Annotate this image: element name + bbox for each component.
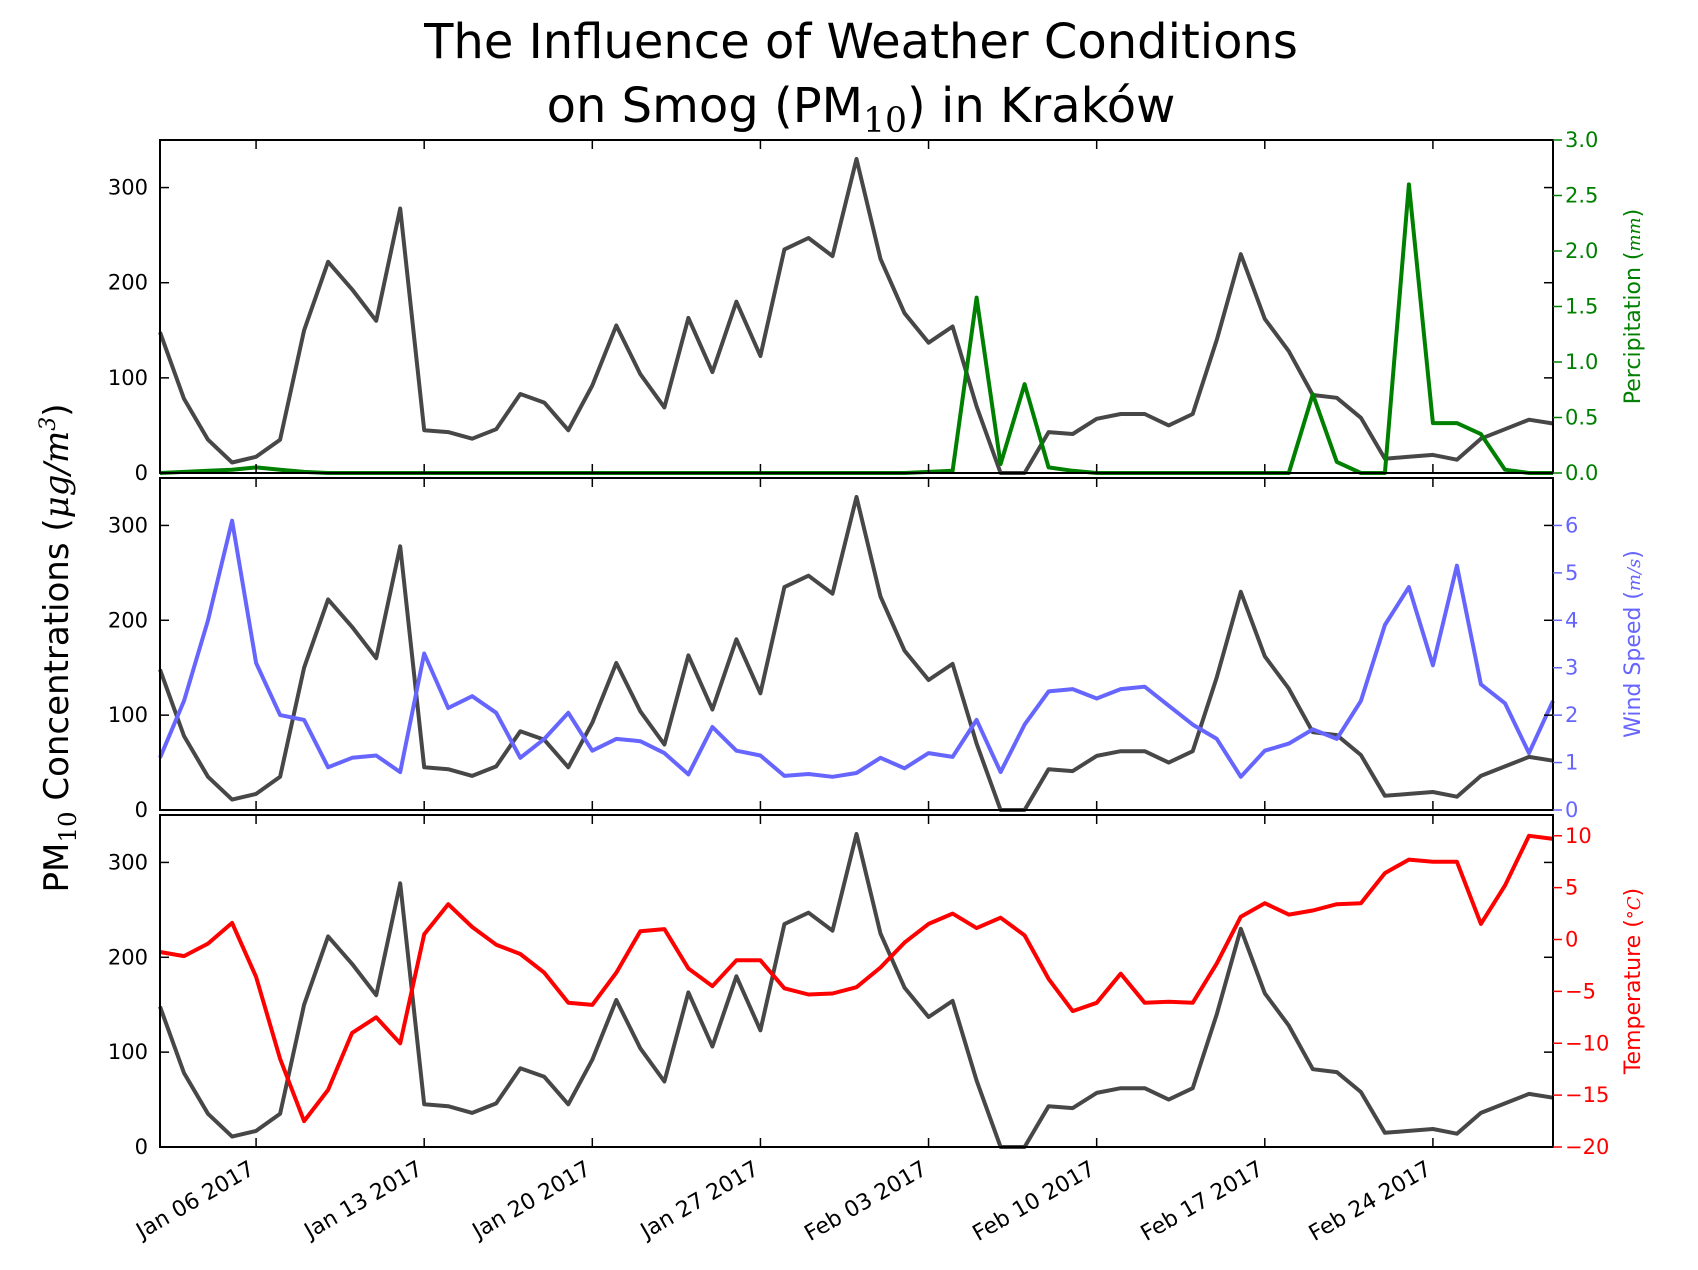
chart-title-line2-post: ) in Kraków [907, 78, 1175, 134]
temperature-axis-label: Temperature (°C) [1621, 888, 1646, 1075]
y-axis-label: PM10 Concentrations (μg/m3) [36, 404, 82, 893]
temperature-series-line [159, 833, 1554, 1124]
temperature-tick-label: −5 [1565, 979, 1596, 1003]
wind-panel-frame [159, 477, 1554, 811]
wind-tick-label: 6 [1565, 513, 1578, 537]
chart-title-line2: on Smog (PM10) in Kraków [547, 78, 1176, 141]
precipitation-panel-frame [159, 139, 1554, 474]
temperature-axis-label-text: Temperature ( [1621, 919, 1646, 1075]
x-tick-label: Jan 06 2017 [131, 1157, 259, 1246]
wind-axis-label-unit: m/s [1624, 559, 1645, 591]
x-tick-label: Feb 03 2017 [800, 1157, 931, 1247]
pm10-tick-label: 200 [108, 271, 148, 295]
temperature-tick-label: 10 [1565, 824, 1592, 848]
chart-title-line2-sub: 10 [863, 101, 907, 141]
temperature-tick-label: 0 [1565, 928, 1578, 952]
wind-axis-label-text: Wind Speed ( [1621, 591, 1646, 738]
pm10-series-line-precipitation [158, 157, 1554, 475]
y-axis-label-post: ) [37, 404, 77, 417]
y-axis-label-pre: PM [37, 843, 77, 893]
precipitation-axis-label-unit: mm [1624, 217, 1645, 251]
temperature-axis-label-close: ) [1621, 888, 1646, 897]
chart-title-line2-pre: on Smog (PM [547, 78, 863, 134]
pm10-tick-label: 100 [108, 1040, 148, 1064]
temperature-axis-label-unit: °C [1624, 896, 1645, 919]
pm10-series-line-temperature [158, 832, 1554, 1149]
y-axis-label-unit: μg/m [37, 431, 77, 519]
precipitation-tick-label: 0.0 [1565, 461, 1598, 485]
wind-tick-label: 5 [1565, 561, 1578, 585]
temperature-tick-label: −20 [1565, 1135, 1609, 1159]
precipitation-tick-label: 1.0 [1565, 350, 1598, 374]
chart-title-line1: The Influence of Weather Conditions [423, 14, 1298, 70]
precipitation-axis-label-close: ) [1621, 209, 1646, 218]
pm10-tick-label: 0 [135, 798, 148, 822]
wind-panel: 0 100 200 300 0 1 2 3 4 5 6 Wind Speed (m/s) [108, 477, 1646, 822]
y-axis-label-unit-sup: 3 [36, 417, 61, 431]
x-tick-label: Jan 20 2017 [467, 1157, 595, 1246]
pm10-tick-label: 0 [135, 461, 148, 485]
panels: 01002003000.00.51.01.52.02.53.0Percipita… [108, 128, 1646, 1159]
precipitation-axis-label-text: Percipitation ( [1621, 252, 1646, 405]
precipitation-axis-label: Percipitation (mm) [1621, 209, 1646, 404]
x-tick-label: Feb 17 2017 [1137, 1157, 1268, 1247]
wind-tick-label: 3 [1565, 656, 1578, 680]
temperature-tick-label: −10 [1565, 1031, 1609, 1055]
wind-tick-label: 4 [1565, 608, 1578, 632]
x-tick-label: Jan 13 2017 [299, 1157, 427, 1246]
wind-tick-label: 2 [1565, 703, 1578, 727]
pm10-tick-label: 0 [135, 1135, 148, 1159]
pm10-tick-label: 300 [108, 176, 148, 200]
temperature-panel-frame [159, 814, 1554, 1148]
pm10-tick-label: 200 [108, 608, 148, 632]
pm10-series-line-wind [158, 495, 1554, 812]
pm10-tick-label: 300 [108, 850, 148, 874]
precipitation-tick-label: 0.5 [1565, 406, 1598, 430]
precipitation-series-line [159, 182, 1553, 475]
wind-series-line [158, 518, 1555, 779]
wind-tick-label: 0 [1565, 798, 1578, 822]
temperature-tick-label: 5 [1565, 876, 1578, 900]
x-tick-label: Feb 24 2017 [1305, 1157, 1436, 1247]
pm10-tick-label: 100 [108, 703, 148, 727]
y-axis-label-sub: 10 [53, 811, 82, 842]
precipitation-panel: 0 100 200 300 0.0 0.5 1.0 1.5 2.0 2.5 3.0 Percipita… [108, 128, 1646, 485]
x-tick-label: Feb 10 2017 [969, 1157, 1100, 1247]
y-axis-label-mid: Concentrations ( [37, 518, 77, 811]
pm10-tick-label: 100 [108, 366, 148, 390]
precipitation-tick-label: 3.0 [1565, 128, 1598, 152]
pm10-tick-label: 300 [108, 513, 148, 537]
x-axis: Jan 06 2017 Jan 13 2017 Jan 20 2017 Jan 27 … [131, 140, 1436, 1247]
precipitation-tick-label: 2.0 [1565, 239, 1598, 263]
x-tick-label: Jan 27 2017 [635, 1157, 763, 1246]
wind-axis-label: Wind Speed (m/s) [1621, 550, 1646, 738]
temperature-panel: 0 100 200 300 −20 −15 −10 −5 0 5 10 Temperature (°C… [108, 814, 1646, 1159]
pm10-tick-label: 200 [108, 945, 148, 969]
temperature-tick-label: −15 [1565, 1083, 1609, 1107]
wind-axis-label-close: ) [1621, 550, 1646, 559]
wind-tick-label: 1 [1565, 751, 1578, 775]
precipitation-tick-label: 1.5 [1565, 295, 1598, 319]
precipitation-tick-label: 2.5 [1565, 184, 1598, 208]
